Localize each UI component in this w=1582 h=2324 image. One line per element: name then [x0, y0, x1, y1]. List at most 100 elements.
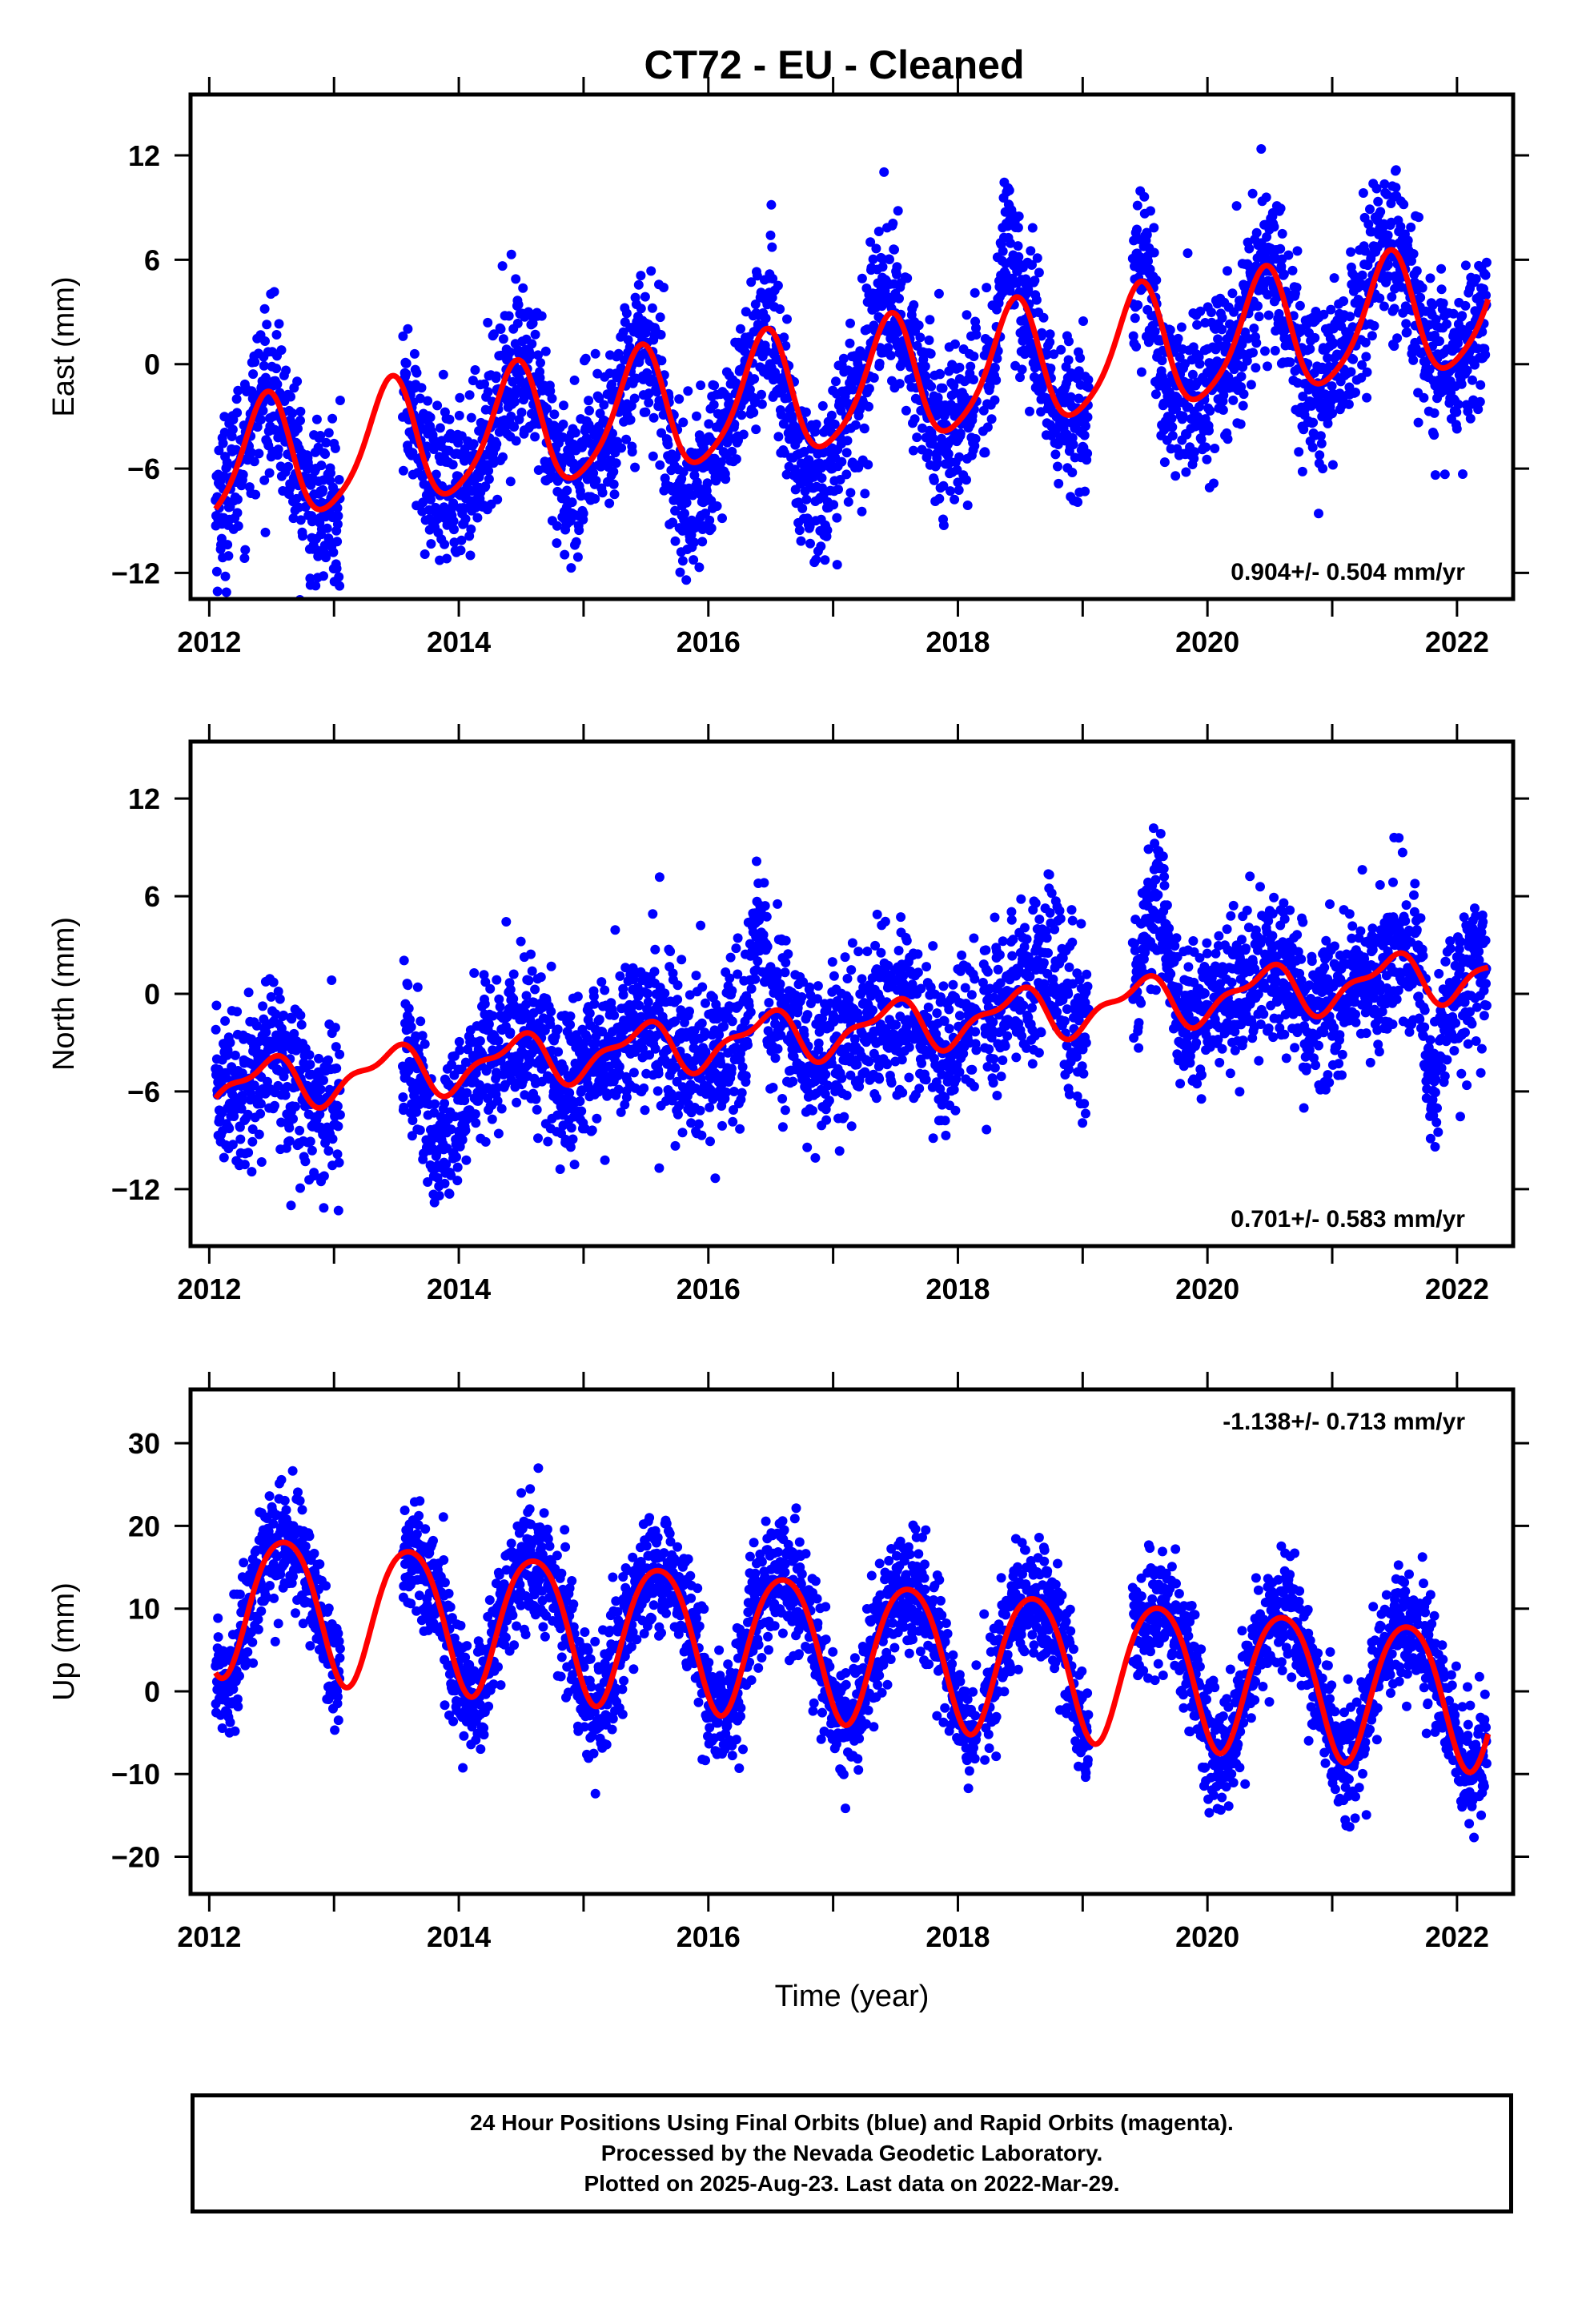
data-point [1014, 211, 1024, 222]
data-point [727, 1016, 737, 1027]
data-point [609, 1010, 620, 1020]
data-point [300, 1156, 311, 1167]
data-point [1339, 296, 1349, 306]
data-point [471, 1118, 481, 1128]
data-point [568, 1134, 578, 1144]
data-point [562, 485, 572, 496]
data-point [286, 1200, 296, 1211]
data-point [555, 1164, 565, 1174]
data-point [1379, 179, 1390, 189]
data-point [1023, 284, 1034, 295]
data-point [673, 980, 683, 991]
data-point [281, 365, 291, 376]
data-point [239, 1160, 250, 1170]
data-point [681, 497, 692, 508]
data-point [323, 1146, 334, 1156]
data-point [832, 513, 842, 523]
data-point [1068, 440, 1078, 450]
data-point [1430, 470, 1440, 480]
data-point [817, 400, 828, 411]
data-point [221, 587, 231, 597]
y-tick-label: −12 [111, 557, 160, 589]
data-point [954, 452, 965, 462]
data-point [857, 506, 867, 517]
data-point [1308, 417, 1319, 428]
data-point [211, 1024, 221, 1035]
data-point [1249, 324, 1259, 333]
data-point [505, 347, 515, 357]
data-point [647, 303, 657, 313]
data-point [1196, 434, 1207, 444]
data-point [741, 1071, 751, 1081]
data-point [621, 434, 632, 444]
data-point [764, 998, 774, 1007]
data-point [560, 549, 570, 560]
data-point [322, 523, 332, 533]
data-point [553, 1047, 564, 1057]
data-point [1480, 270, 1491, 280]
data-point [305, 1136, 315, 1147]
data-point [928, 433, 938, 443]
data-point [470, 1109, 480, 1120]
data-point [252, 422, 263, 432]
data-point [1081, 421, 1090, 431]
data-point [1223, 434, 1233, 444]
data-point [572, 991, 583, 1002]
data-point [1327, 381, 1337, 392]
data-point [1452, 424, 1462, 434]
data-point [259, 304, 270, 314]
data-point [1460, 300, 1471, 311]
data-point [733, 933, 743, 943]
data-point [1361, 352, 1371, 362]
data-point [418, 497, 428, 508]
data-point [1315, 450, 1325, 460]
data-point [817, 473, 827, 483]
data-point [232, 408, 243, 418]
data-point [888, 219, 898, 228]
data-point [316, 460, 327, 471]
data-point [1017, 364, 1027, 375]
data-point [1270, 345, 1280, 356]
data-point [1082, 412, 1093, 422]
data-point [761, 313, 771, 324]
data-point [327, 413, 338, 424]
data-point [243, 1148, 254, 1158]
data-point [883, 343, 893, 353]
data-point [656, 330, 666, 340]
data-point [845, 318, 855, 328]
data-point [232, 508, 243, 518]
data-point [801, 494, 812, 505]
data-point [274, 319, 284, 329]
data-point [608, 428, 617, 439]
data-point [315, 1084, 326, 1095]
data-point [885, 350, 896, 360]
data-point [1363, 219, 1374, 229]
data-point [498, 334, 508, 344]
data-point [460, 444, 470, 454]
data-point [295, 515, 306, 525]
data-point [542, 404, 552, 414]
x-tick-label: 2012 [177, 625, 241, 658]
data-point [1136, 367, 1146, 377]
data-point [727, 986, 737, 996]
data-point [1367, 331, 1377, 341]
data-point [811, 419, 821, 429]
data-point [797, 503, 808, 513]
data-point [726, 1063, 737, 1074]
data-point [592, 368, 603, 379]
data-point [1079, 430, 1090, 440]
data-point [1167, 431, 1178, 441]
data-point [943, 448, 954, 459]
data-point [752, 856, 761, 866]
data-point [1231, 201, 1242, 211]
data-point [1251, 338, 1262, 348]
data-point [1387, 239, 1397, 249]
data-point [327, 1134, 338, 1144]
data-point [1178, 411, 1188, 421]
data-point [1329, 273, 1339, 283]
data-point [1283, 250, 1294, 260]
data-point [1166, 413, 1177, 424]
data-point [223, 540, 233, 550]
data-point [1263, 310, 1274, 320]
data-point [527, 339, 537, 349]
